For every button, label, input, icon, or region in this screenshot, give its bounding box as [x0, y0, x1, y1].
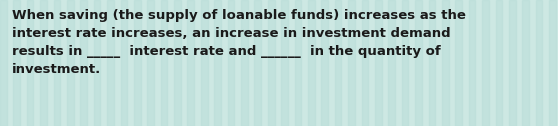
Bar [321, 0, 328, 126]
Bar [549, 0, 556, 126]
Bar [455, 0, 462, 126]
Bar [147, 0, 154, 126]
Bar [13, 0, 20, 126]
Bar [496, 0, 502, 126]
Bar [174, 0, 181, 126]
Bar [281, 0, 288, 126]
Bar [388, 0, 395, 126]
Bar [268, 0, 275, 126]
Bar [134, 0, 141, 126]
Bar [187, 0, 194, 126]
Text: When saving (the supply of loanable funds) increases as the
interest rate increa: When saving (the supply of loanable fund… [12, 9, 466, 76]
Bar [348, 0, 355, 126]
Bar [228, 0, 234, 126]
Bar [295, 0, 301, 126]
Bar [214, 0, 221, 126]
Bar [54, 0, 60, 126]
Bar [201, 0, 208, 126]
Bar [429, 0, 435, 126]
Bar [161, 0, 167, 126]
Bar [442, 0, 449, 126]
Bar [67, 0, 74, 126]
Bar [254, 0, 261, 126]
Bar [80, 0, 87, 126]
Bar [40, 0, 47, 126]
Bar [362, 0, 368, 126]
Bar [536, 0, 542, 126]
Bar [27, 0, 33, 126]
Bar [415, 0, 422, 126]
Bar [107, 0, 114, 126]
Bar [308, 0, 315, 126]
Bar [94, 0, 100, 126]
Bar [121, 0, 127, 126]
Bar [375, 0, 382, 126]
Bar [469, 0, 475, 126]
Bar [482, 0, 489, 126]
Bar [0, 0, 7, 126]
Bar [241, 0, 248, 126]
Bar [509, 0, 516, 126]
Bar [522, 0, 529, 126]
Bar [335, 0, 341, 126]
Bar [402, 0, 408, 126]
